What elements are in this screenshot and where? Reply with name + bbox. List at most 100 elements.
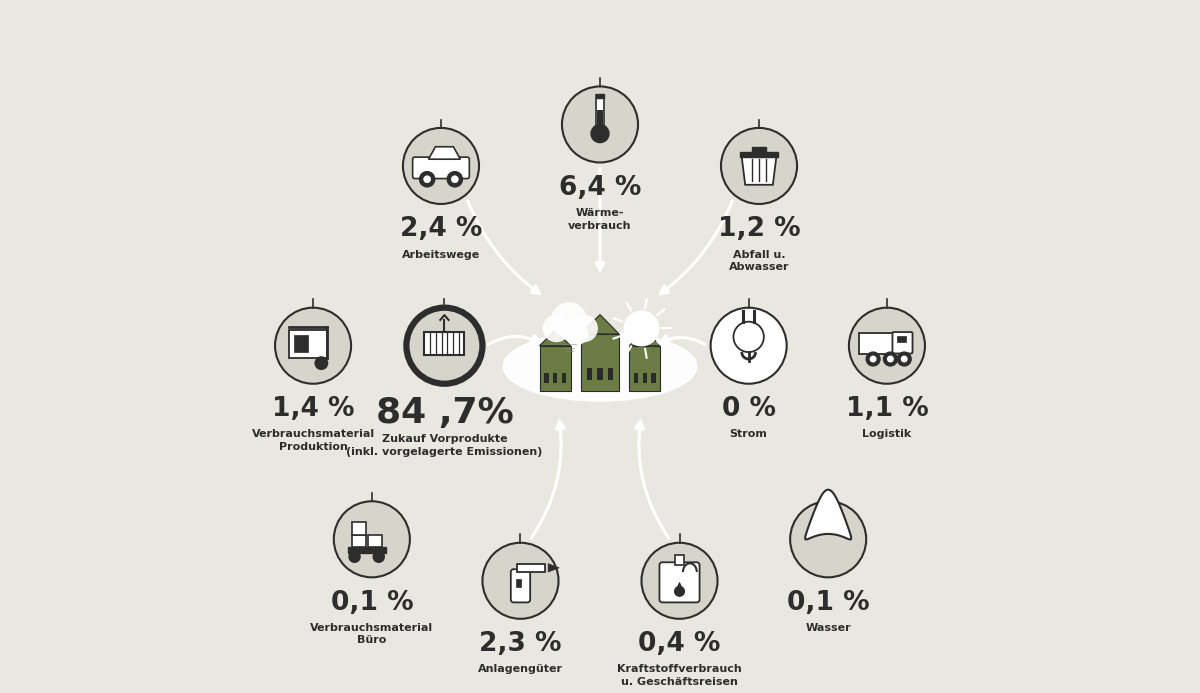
Circle shape <box>349 551 360 562</box>
Text: Logistik: Logistik <box>863 430 912 439</box>
Ellipse shape <box>503 332 697 401</box>
Bar <box>553 373 557 383</box>
Bar <box>652 373 656 383</box>
Circle shape <box>542 315 570 342</box>
Circle shape <box>624 311 659 346</box>
Bar <box>562 373 566 383</box>
Bar <box>898 335 906 342</box>
Circle shape <box>407 308 482 384</box>
Circle shape <box>448 172 462 187</box>
Text: 0 %: 0 % <box>721 396 775 422</box>
Text: 1,2 %: 1,2 % <box>718 216 800 243</box>
Text: 0,1 %: 0,1 % <box>787 590 870 616</box>
Bar <box>353 523 366 534</box>
Circle shape <box>710 308 787 384</box>
Bar <box>516 579 521 587</box>
Text: 0,1 %: 0,1 % <box>330 590 413 616</box>
Bar <box>676 554 684 565</box>
Text: 0,4 %: 0,4 % <box>638 631 721 657</box>
Circle shape <box>866 352 880 366</box>
Polygon shape <box>805 490 851 539</box>
FancyBboxPatch shape <box>289 330 326 358</box>
Circle shape <box>898 352 911 366</box>
Bar <box>596 94 604 98</box>
Circle shape <box>373 551 384 562</box>
Circle shape <box>482 543 558 619</box>
Circle shape <box>642 543 718 619</box>
Circle shape <box>592 125 608 143</box>
Text: Arbeitswege: Arbeitswege <box>402 249 480 260</box>
Polygon shape <box>581 315 619 334</box>
Polygon shape <box>428 147 461 159</box>
Circle shape <box>733 322 764 352</box>
FancyArrowPatch shape <box>488 335 539 344</box>
Bar <box>294 335 307 352</box>
Circle shape <box>883 352 898 366</box>
Bar <box>859 333 894 354</box>
Bar <box>353 534 366 547</box>
Circle shape <box>420 172 434 187</box>
Text: Abfall u.
Abwasser: Abfall u. Abwasser <box>728 249 790 272</box>
Text: Verbrauchsmaterial
Büro: Verbrauchsmaterial Büro <box>311 623 433 645</box>
Bar <box>608 368 613 380</box>
Text: 2,4 %: 2,4 % <box>400 216 482 243</box>
Polygon shape <box>548 563 559 572</box>
FancyArrowPatch shape <box>636 421 668 538</box>
Circle shape <box>551 302 587 338</box>
Circle shape <box>424 176 431 183</box>
Text: Wärme-
verbrauch: Wärme- verbrauch <box>569 208 631 231</box>
Bar <box>544 373 548 383</box>
FancyArrowPatch shape <box>661 335 704 344</box>
FancyBboxPatch shape <box>893 332 912 353</box>
Bar <box>368 534 383 547</box>
Text: Strom: Strom <box>730 430 768 439</box>
Polygon shape <box>629 331 660 346</box>
Circle shape <box>888 356 893 362</box>
Circle shape <box>570 315 598 342</box>
FancyBboxPatch shape <box>511 569 530 602</box>
FancyArrowPatch shape <box>532 421 564 538</box>
Text: 6,4 %: 6,4 % <box>559 175 641 201</box>
Bar <box>540 346 571 391</box>
Circle shape <box>848 308 925 384</box>
Circle shape <box>721 128 797 204</box>
Bar <box>739 152 779 157</box>
Circle shape <box>901 356 907 362</box>
Circle shape <box>275 308 352 384</box>
Text: 84 ,7%: 84 ,7% <box>376 396 514 430</box>
Bar <box>425 333 464 356</box>
Polygon shape <box>674 582 684 593</box>
FancyArrowPatch shape <box>660 201 732 294</box>
Text: Anlagengüter: Anlagengüter <box>478 665 563 674</box>
Bar <box>634 373 638 383</box>
Bar <box>643 373 647 383</box>
Text: 1,1 %: 1,1 % <box>846 396 929 422</box>
Bar <box>517 563 545 572</box>
Circle shape <box>334 501 410 577</box>
Bar <box>752 147 766 152</box>
FancyBboxPatch shape <box>660 562 700 602</box>
Polygon shape <box>742 157 776 185</box>
Circle shape <box>870 356 876 362</box>
Bar <box>629 346 660 391</box>
FancyArrowPatch shape <box>596 168 604 270</box>
Circle shape <box>566 323 588 345</box>
Text: 1,4 %: 1,4 % <box>272 396 354 422</box>
Text: 2,3 %: 2,3 % <box>479 631 562 657</box>
Text: Verbrauchsmaterial
Produktion: Verbrauchsmaterial Produktion <box>252 430 374 452</box>
Bar <box>598 368 602 380</box>
Bar <box>596 95 604 130</box>
FancyArrowPatch shape <box>468 201 540 294</box>
Bar <box>587 368 592 380</box>
Text: Zukauf Vorprodukte
(inkl. vorgelagerte Emissionen): Zukauf Vorprodukte (inkl. vorgelagerte E… <box>347 435 542 457</box>
Bar <box>598 110 602 130</box>
Bar <box>348 547 385 552</box>
Circle shape <box>562 87 638 162</box>
Bar <box>581 334 619 391</box>
Text: Kraftstoffverbrauch
u. Geschäftsreisen: Kraftstoffverbrauch u. Geschäftsreisen <box>617 665 742 687</box>
Circle shape <box>451 176 458 183</box>
Polygon shape <box>540 331 571 346</box>
Text: Wasser: Wasser <box>805 623 851 633</box>
Circle shape <box>790 501 866 577</box>
FancyBboxPatch shape <box>413 157 469 179</box>
